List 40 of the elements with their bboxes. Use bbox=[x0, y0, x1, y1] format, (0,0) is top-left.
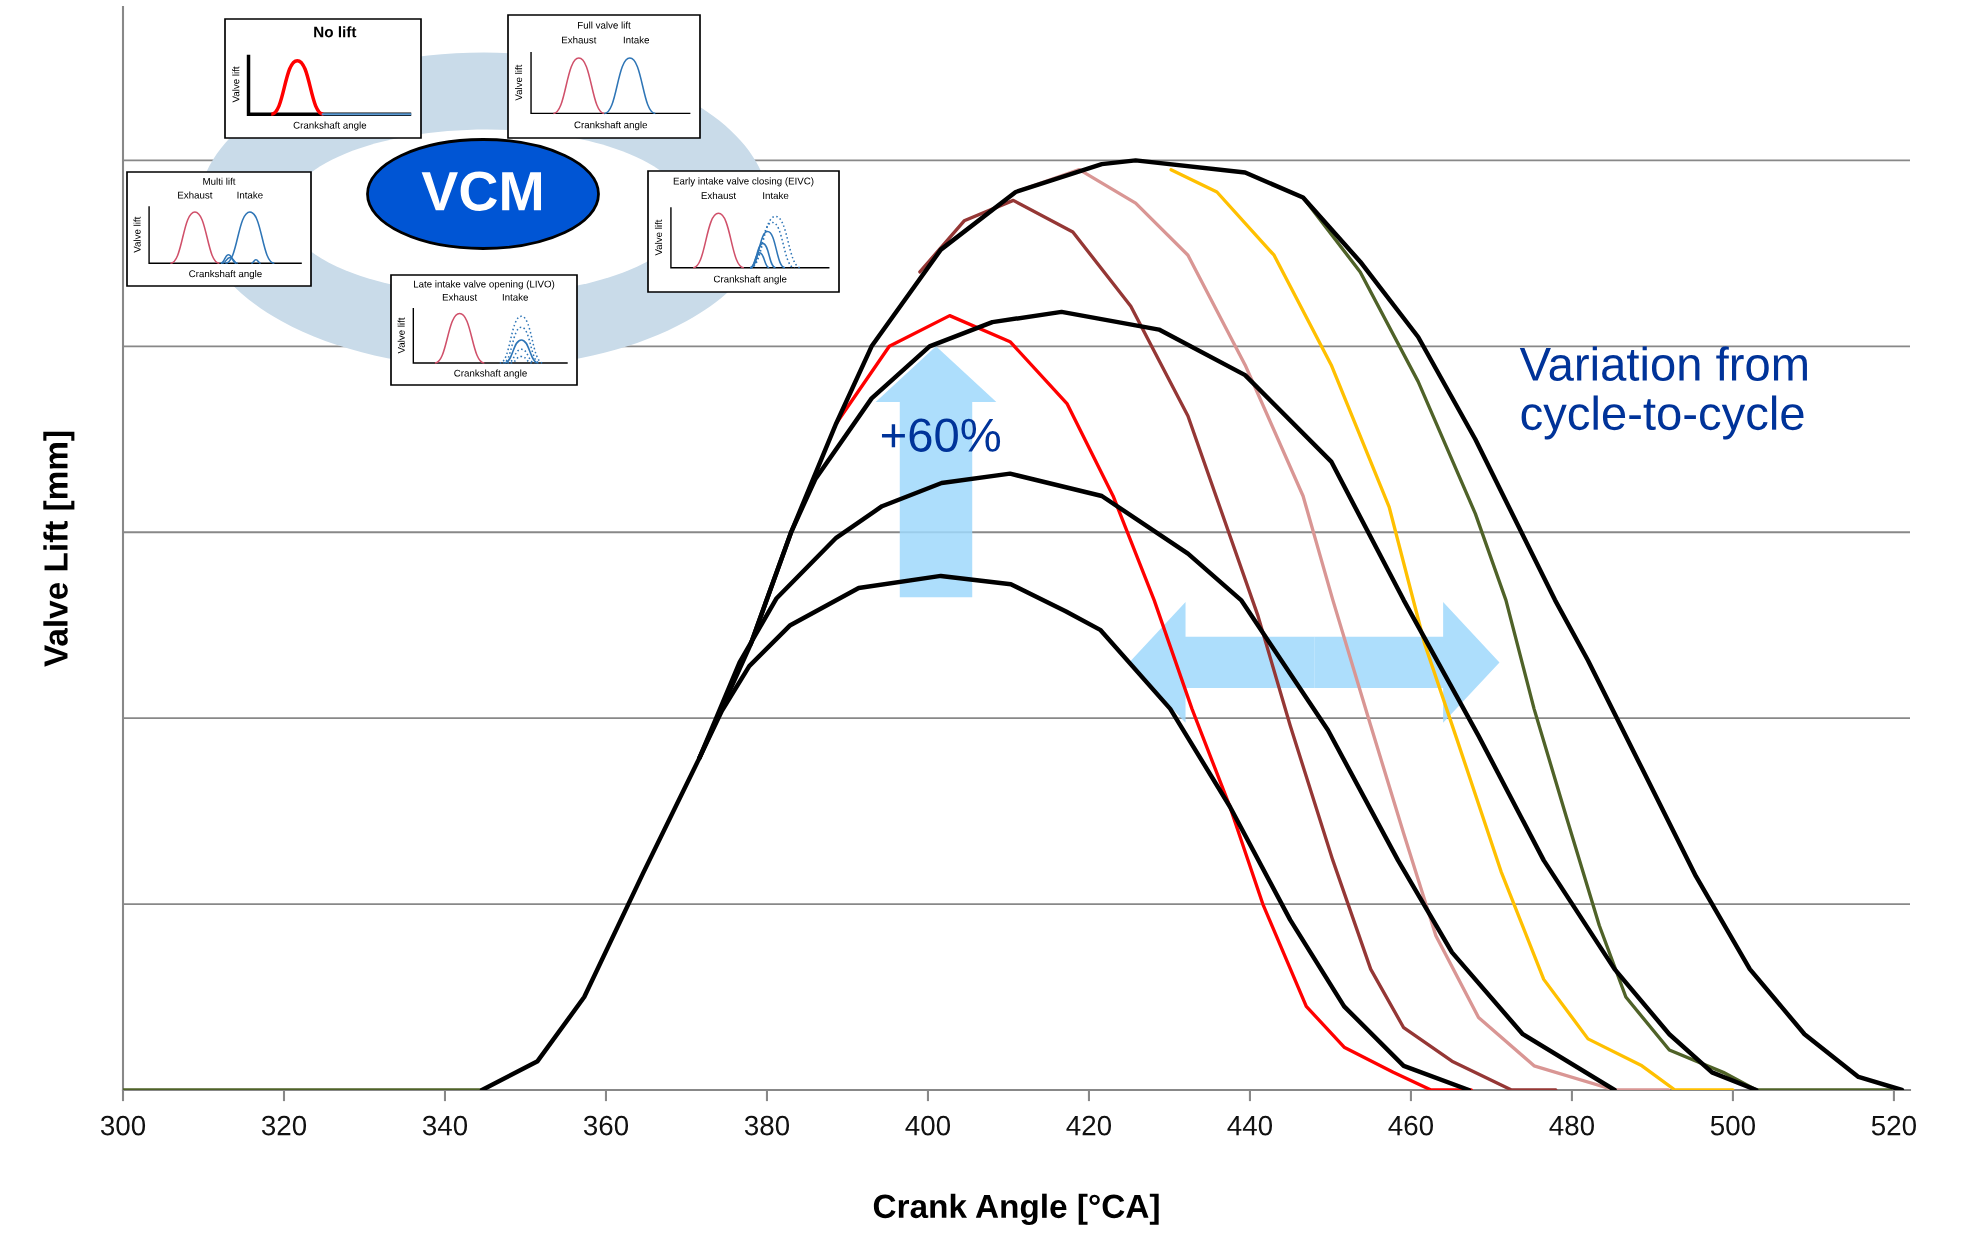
x-tick-label: 440 bbox=[1227, 1115, 1273, 1136]
x-tick-label: 520 bbox=[1871, 1115, 1916, 1136]
annotation: Intake bbox=[763, 191, 789, 200]
x-tick-label: 480 bbox=[1549, 1115, 1595, 1136]
annotation: Valve lift bbox=[397, 317, 405, 354]
annotation: Exhaust bbox=[701, 191, 736, 200]
annotation: VCM bbox=[421, 171, 542, 211]
annotation: Variation from cycle-to-cycle bbox=[1519, 346, 1807, 440]
annotation: Intake bbox=[502, 293, 529, 301]
x-tick-label: 360 bbox=[583, 1115, 629, 1136]
annotation: Intake bbox=[237, 191, 263, 199]
text: Valve lift bbox=[232, 66, 240, 103]
x-tick-label: 340 bbox=[422, 1115, 468, 1136]
text: Full valve lift bbox=[578, 21, 631, 29]
x-tick-label: 380 bbox=[744, 1115, 790, 1136]
text: No lift bbox=[314, 26, 357, 38]
annotation: Valve lift bbox=[654, 219, 663, 256]
text: Exhaust bbox=[562, 36, 597, 44]
x-tick-label: 320 bbox=[261, 1115, 307, 1136]
text: Intake bbox=[623, 36, 650, 44]
text: Crankshaft angle bbox=[293, 121, 367, 131]
annotation: Exhaust bbox=[178, 191, 213, 199]
annotation: Crankshaft angle bbox=[189, 270, 262, 280]
x-tick-label: 400 bbox=[905, 1115, 951, 1136]
annotation: Crankshaft angle bbox=[713, 275, 787, 285]
annotation: +60% bbox=[881, 418, 1001, 452]
x-tick-label: 300 bbox=[100, 1115, 146, 1136]
x-tick-label: 460 bbox=[1388, 1115, 1434, 1136]
annotation: Valve lift bbox=[133, 216, 141, 253]
text: Valve lift bbox=[514, 64, 523, 101]
x-tick-label: 420 bbox=[1066, 1115, 1112, 1136]
x-tick-label: 500 bbox=[1710, 1115, 1755, 1136]
annotation: Multi lift bbox=[203, 177, 236, 185]
annotation: Late intake valve opening (LIVO) bbox=[414, 280, 555, 290]
x-axis-title: Crank Angle [°CA] bbox=[873, 1193, 1159, 1225]
y-axis-title: Valve Lift [mm] bbox=[43, 431, 75, 667]
annotation: Exhaust bbox=[442, 293, 478, 301]
annotation: Early intake valve closing (EIVC) bbox=[673, 177, 814, 187]
annotation: Crankshaft angle bbox=[454, 369, 527, 379]
text: Crankshaft angle bbox=[574, 121, 648, 131]
